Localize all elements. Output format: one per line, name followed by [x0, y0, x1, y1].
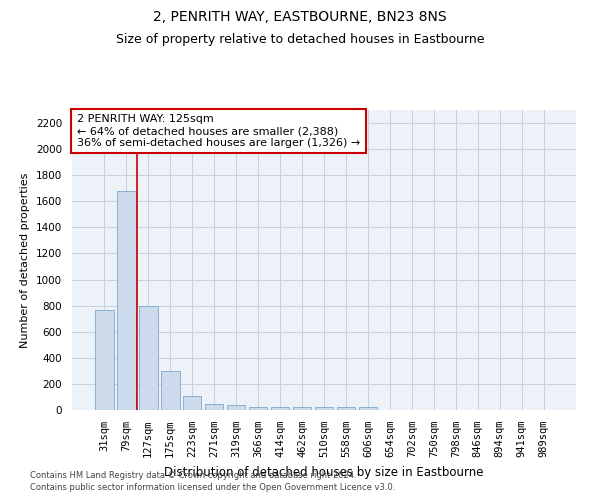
- Bar: [183, 396, 202, 410]
- Bar: [95, 310, 113, 410]
- Bar: [161, 371, 179, 410]
- Bar: [271, 406, 289, 410]
- Text: Contains HM Land Registry data © Crown copyright and database right 2024.: Contains HM Land Registry data © Crown c…: [30, 471, 356, 480]
- Bar: [249, 406, 268, 410]
- Bar: [337, 408, 355, 410]
- Text: Size of property relative to detached houses in Eastbourne: Size of property relative to detached ho…: [116, 32, 484, 46]
- Bar: [314, 408, 334, 410]
- Bar: [117, 191, 136, 410]
- Bar: [227, 406, 245, 410]
- X-axis label: Distribution of detached houses by size in Eastbourne: Distribution of detached houses by size …: [164, 466, 484, 478]
- Bar: [139, 306, 158, 410]
- Text: 2, PENRITH WAY, EASTBOURNE, BN23 8NS: 2, PENRITH WAY, EASTBOURNE, BN23 8NS: [153, 10, 447, 24]
- Bar: [293, 408, 311, 410]
- Text: 2 PENRITH WAY: 125sqm
← 64% of detached houses are smaller (2,388)
36% of semi-d: 2 PENRITH WAY: 125sqm ← 64% of detached …: [77, 114, 360, 148]
- Bar: [359, 408, 377, 410]
- Bar: [205, 404, 223, 410]
- Y-axis label: Number of detached properties: Number of detached properties: [20, 172, 31, 348]
- Text: Contains public sector information licensed under the Open Government Licence v3: Contains public sector information licen…: [30, 484, 395, 492]
